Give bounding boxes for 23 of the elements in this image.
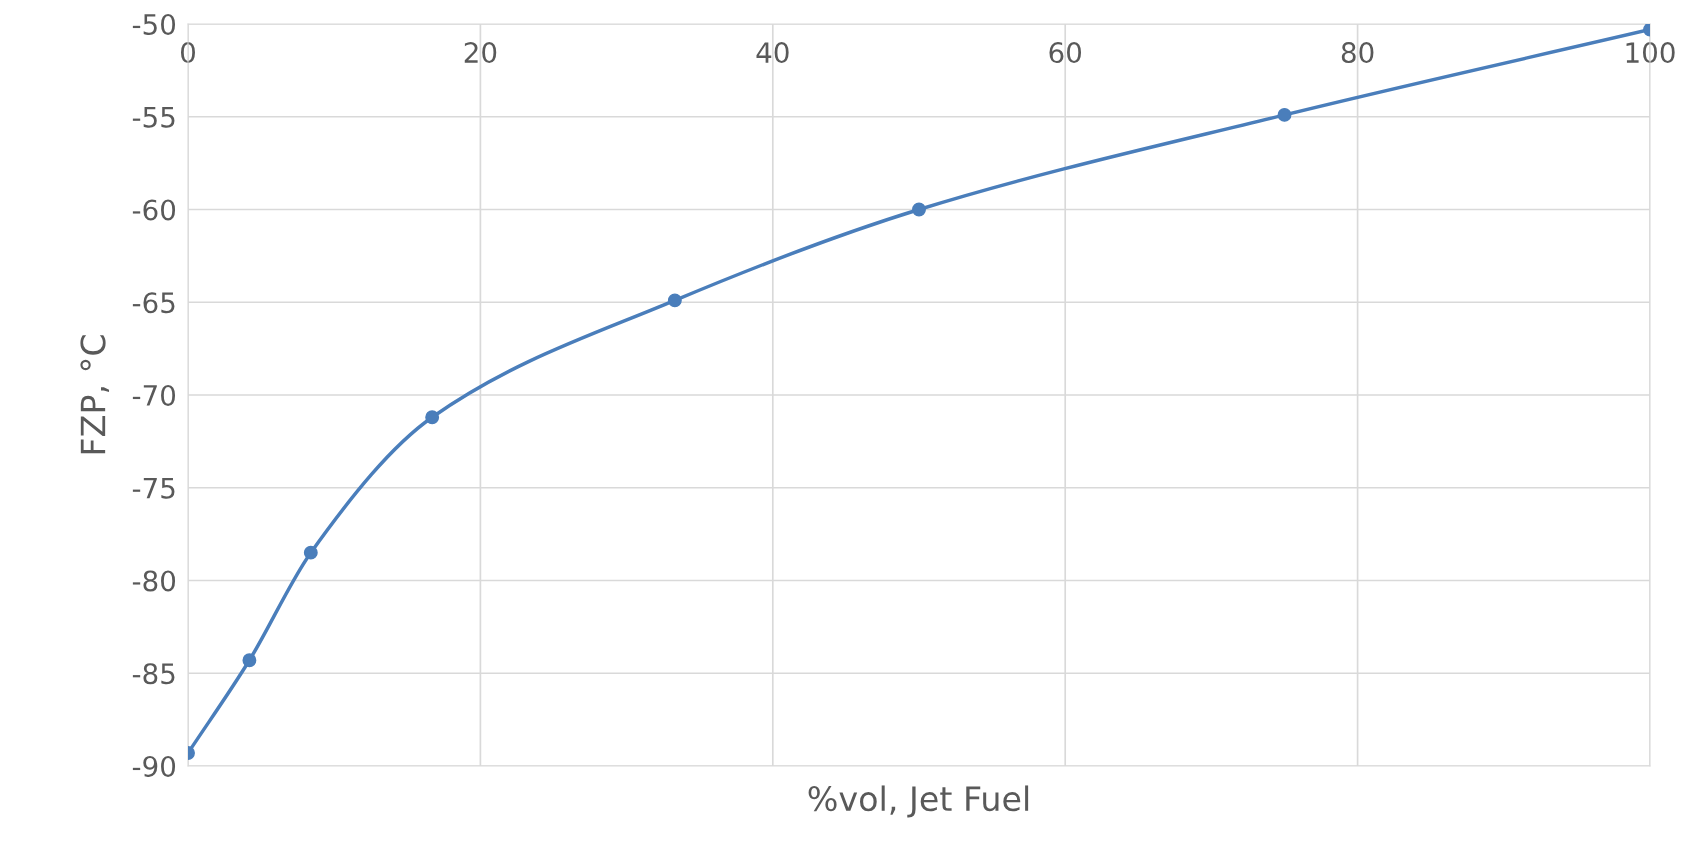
x-tick-label: 40 <box>756 42 789 64</box>
y-tick-label: -90 <box>132 755 176 777</box>
y-tick-label: -55 <box>132 107 175 128</box>
y-tick-label: -60 <box>132 199 176 221</box>
y-tick-label: -50 <box>132 13 176 35</box>
x-tick-label: 100 <box>1626 42 1675 64</box>
x-tick-label: 20 <box>464 42 497 64</box>
point <box>303 545 318 560</box>
x-tick-label: 80 <box>1341 42 1374 64</box>
y-tick-label: -65 <box>132 292 175 314</box>
point <box>667 293 682 308</box>
point <box>1277 107 1292 122</box>
y-tick-label: -75 <box>132 478 175 499</box>
point <box>425 410 440 425</box>
y-tick-label: -85 <box>132 663 175 685</box>
y-axis-title: FZP, °C <box>80 335 110 454</box>
y-tick-label: -70 <box>132 384 176 406</box>
point <box>912 202 926 217</box>
x-axis-title: %vol, Jet Fuel <box>808 785 1029 818</box>
y-tick-label: -80 <box>132 570 176 592</box>
x-tick-label: 0 <box>180 42 195 64</box>
point <box>242 653 257 668</box>
x-tick-label: 60 <box>1049 42 1082 64</box>
